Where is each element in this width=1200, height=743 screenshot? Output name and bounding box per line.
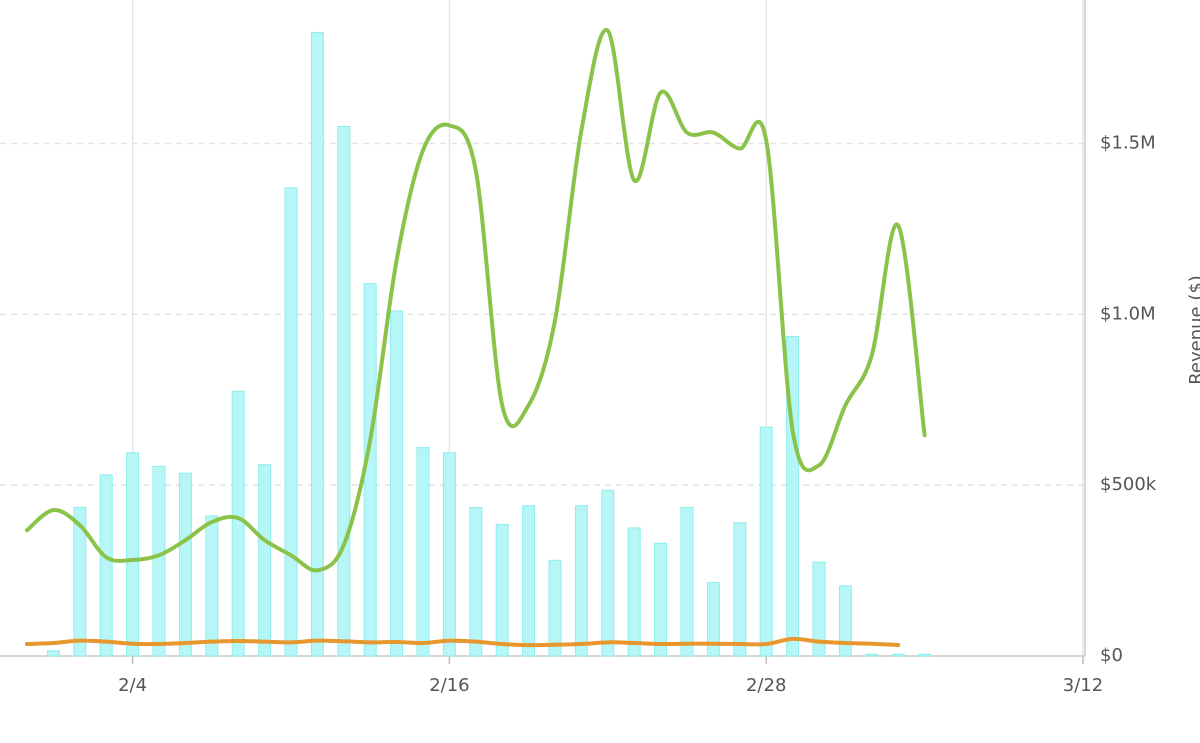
y-tick-label: $0 — [1100, 645, 1123, 666]
x-tick-label: 3/12 — [1063, 675, 1103, 696]
bar — [891, 653, 905, 657]
bar — [495, 523, 509, 657]
bar — [918, 653, 932, 657]
bar — [258, 464, 272, 657]
bar — [46, 650, 60, 657]
bar — [337, 125, 351, 657]
bar — [654, 542, 668, 657]
line — [25, 28, 927, 573]
bar — [706, 582, 720, 657]
x-tick-label: 2/28 — [746, 675, 786, 696]
bar — [126, 452, 140, 657]
x-tick-label: 2/16 — [429, 675, 469, 696]
bar — [152, 465, 166, 657]
y-tick-label: $500k — [1100, 474, 1157, 495]
bar — [838, 585, 852, 657]
bar — [178, 472, 192, 657]
bar — [627, 527, 641, 657]
bar — [284, 187, 298, 657]
bar — [442, 452, 456, 657]
bar — [865, 653, 879, 657]
bar — [574, 505, 588, 657]
y-axis-label: Revenue ($) — [1186, 275, 1200, 385]
bar — [680, 506, 694, 657]
bar — [390, 310, 404, 657]
x-tick-label: 2/4 — [118, 675, 147, 696]
bar — [99, 474, 113, 657]
bar — [469, 506, 483, 657]
bar — [310, 31, 324, 657]
y-tick-label: $1.5M — [1100, 133, 1156, 154]
bar — [416, 447, 430, 657]
line — [25, 636, 901, 648]
bar — [522, 505, 536, 657]
bar — [231, 390, 245, 657]
bar — [759, 426, 773, 657]
y-tick-label: $1.0M — [1100, 303, 1156, 324]
bar — [601, 489, 615, 657]
bar — [812, 561, 826, 657]
bar — [548, 559, 562, 657]
bar — [73, 506, 87, 657]
bar — [205, 515, 219, 657]
bar — [733, 522, 747, 657]
